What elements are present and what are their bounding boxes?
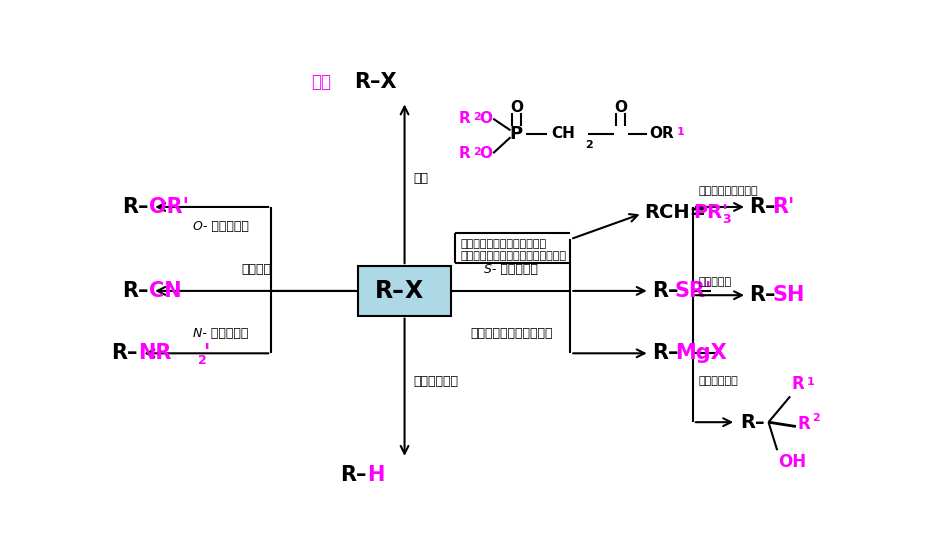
Text: 2: 2 (473, 146, 481, 157)
Text: O: O (479, 111, 492, 126)
Text: S- アルキル化: S- アルキル化 (485, 263, 538, 276)
Text: シアノ化: シアノ化 (242, 263, 272, 276)
Text: 1: 1 (806, 377, 815, 387)
Text: R–: R– (652, 281, 678, 301)
Text: R–: R– (122, 281, 149, 301)
Text: RCH=: RCH= (644, 203, 707, 222)
Text: 3: 3 (723, 212, 731, 225)
Text: 1: 1 (677, 127, 684, 137)
Text: R–: R– (375, 279, 405, 303)
Text: SH: SH (772, 285, 804, 305)
Text: PR': PR' (693, 203, 728, 222)
Text: NR: NR (138, 343, 171, 363)
Text: ホーナー・エモンズ試薬製造、反応: ホーナー・エモンズ試薬製造、反応 (460, 252, 566, 261)
Text: OH: OH (778, 453, 806, 471)
Text: 精製: 精製 (311, 73, 331, 91)
Text: MgX: MgX (675, 343, 726, 363)
Text: O: O (615, 100, 627, 115)
Text: N- アルキル化: N- アルキル化 (193, 328, 248, 340)
Text: R–: R– (749, 197, 776, 217)
Text: ウィッティヒ試薬製造、反応: ウィッティヒ試薬製造、反応 (460, 239, 547, 249)
Text: グリニア反応: グリニア反応 (698, 376, 738, 386)
Text: R–: R– (749, 285, 776, 305)
Text: R–X: R–X (354, 72, 397, 92)
Text: R: R (797, 415, 810, 433)
Text: CN: CN (149, 281, 181, 301)
Text: R–: R– (112, 343, 138, 363)
Text: クロスカップリング: クロスカップリング (698, 186, 758, 196)
Text: O: O (479, 146, 492, 160)
Text: OR': OR' (149, 197, 189, 217)
Text: ': ' (205, 343, 210, 363)
Text: R–: R– (740, 413, 764, 432)
Text: O- アルキル化: O- アルキル化 (193, 220, 248, 233)
Text: CH: CH (551, 126, 575, 141)
Text: 脱ハロゲン化: 脱ハロゲン化 (413, 375, 458, 388)
Text: SR': SR' (675, 281, 712, 301)
Text: H: H (367, 465, 384, 485)
Text: R: R (458, 111, 471, 126)
Text: グリニア試薬製造、反応: グリニア試薬製造、反応 (470, 328, 552, 340)
Text: 精製: 精製 (413, 173, 428, 186)
Text: 2: 2 (473, 112, 481, 122)
Text: R–: R– (122, 197, 149, 217)
Text: R: R (791, 375, 804, 393)
Text: 2: 2 (813, 413, 820, 423)
Text: R–: R– (340, 465, 367, 485)
Text: R': R' (772, 197, 794, 217)
Text: X: X (405, 279, 423, 303)
Text: 2: 2 (198, 354, 206, 367)
Text: チオール化: チオール化 (698, 277, 732, 287)
Text: O: O (510, 100, 523, 115)
Text: OR: OR (649, 126, 674, 141)
Bar (358, 266, 451, 316)
Text: P: P (510, 125, 523, 143)
Text: R: R (458, 146, 471, 160)
Text: R–: R– (652, 343, 678, 363)
Text: 2: 2 (585, 140, 592, 150)
